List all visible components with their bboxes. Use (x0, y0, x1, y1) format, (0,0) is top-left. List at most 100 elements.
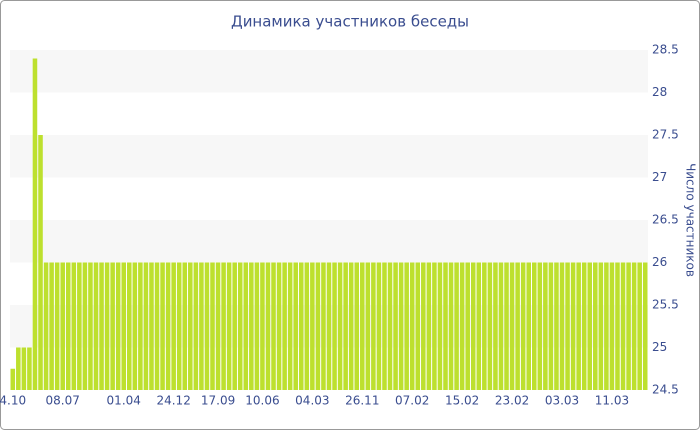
bar (82, 262, 88, 390)
x-tick-label: 08.07 (46, 394, 80, 408)
y-tick-label: 28 (652, 85, 667, 99)
bar (249, 262, 254, 390)
bar (426, 262, 432, 390)
bar (404, 262, 409, 390)
x-tick-label: 10.06 (245, 394, 279, 408)
bar (443, 262, 448, 390)
bar (176, 262, 182, 390)
bar (432, 262, 437, 390)
bar (237, 262, 243, 390)
bar (465, 262, 470, 390)
bar (626, 262, 631, 390)
bar (165, 262, 171, 390)
bar (382, 262, 387, 390)
bar (21, 347, 27, 390)
bar (570, 262, 576, 390)
y-axis-label: Число участников (684, 163, 698, 277)
bar (598, 262, 604, 390)
bar (127, 262, 132, 390)
x-tick-label: 11.03 (595, 394, 629, 408)
bar (470, 262, 476, 390)
bar (298, 262, 304, 390)
y-tick-label: 27 (652, 170, 667, 184)
bar (287, 262, 293, 390)
bar (210, 262, 215, 390)
bar (193, 262, 199, 390)
bar (110, 262, 115, 390)
y-tick-label: 25 (652, 340, 667, 354)
bar (437, 262, 443, 390)
bar (160, 262, 165, 390)
bar (143, 262, 149, 390)
bar (609, 262, 615, 390)
bar (554, 262, 559, 390)
bar (526, 262, 531, 390)
bar (343, 262, 348, 390)
y-tick-label: 28.5 (652, 43, 679, 57)
bar (27, 347, 32, 390)
bar (321, 262, 326, 390)
bar (60, 262, 65, 390)
bar (515, 262, 520, 390)
x-tick-label: 04.03 (295, 394, 329, 408)
bar (88, 262, 93, 390)
bar (121, 262, 127, 390)
x-tick-label: 23.02 (495, 394, 529, 408)
grid-band (10, 135, 648, 178)
bar (221, 262, 226, 390)
x-tick-label: 07.02 (395, 394, 429, 408)
bar (371, 262, 376, 390)
bar (10, 368, 16, 390)
bar (498, 262, 504, 390)
bar (171, 262, 176, 390)
bar (365, 262, 371, 390)
bar (104, 262, 110, 390)
y-tick-label: 25.5 (652, 298, 679, 312)
bar (188, 262, 193, 390)
chart-title: Динамика участников беседы (231, 13, 469, 31)
bar (398, 262, 404, 390)
bar (409, 262, 415, 390)
x-tick-label: 03.03 (545, 394, 579, 408)
bar (581, 262, 587, 390)
bar (115, 262, 121, 390)
bar (38, 135, 43, 390)
bar (54, 262, 60, 390)
y-tick-label: 24.5 (652, 383, 679, 397)
bar (99, 262, 104, 390)
bar (531, 262, 537, 390)
bar (304, 262, 310, 390)
bar (476, 262, 482, 390)
bar (487, 262, 493, 390)
bar (337, 262, 343, 390)
bar (93, 262, 99, 390)
bar (43, 262, 49, 390)
bar (204, 262, 210, 390)
bar (132, 262, 138, 390)
bar (360, 262, 365, 390)
bar (49, 262, 54, 390)
bar (243, 262, 249, 390)
x-tick-label: 15.02 (445, 394, 479, 408)
bar (543, 262, 548, 390)
bar (448, 262, 454, 390)
bar (642, 262, 648, 390)
bar (376, 262, 382, 390)
bar (454, 262, 459, 390)
x-tick-label: 17.09 (201, 394, 235, 408)
bar (310, 262, 315, 390)
bar (215, 262, 221, 390)
grid-band (10, 50, 648, 93)
bar (415, 262, 421, 390)
bar (548, 262, 554, 390)
bar (16, 347, 21, 390)
bar (71, 262, 77, 390)
bar (559, 262, 565, 390)
x-tick-label: 24.12 (156, 394, 190, 408)
bar (315, 262, 321, 390)
bar (421, 262, 426, 390)
bar (482, 262, 487, 390)
bar (77, 262, 82, 390)
bar (615, 262, 620, 390)
